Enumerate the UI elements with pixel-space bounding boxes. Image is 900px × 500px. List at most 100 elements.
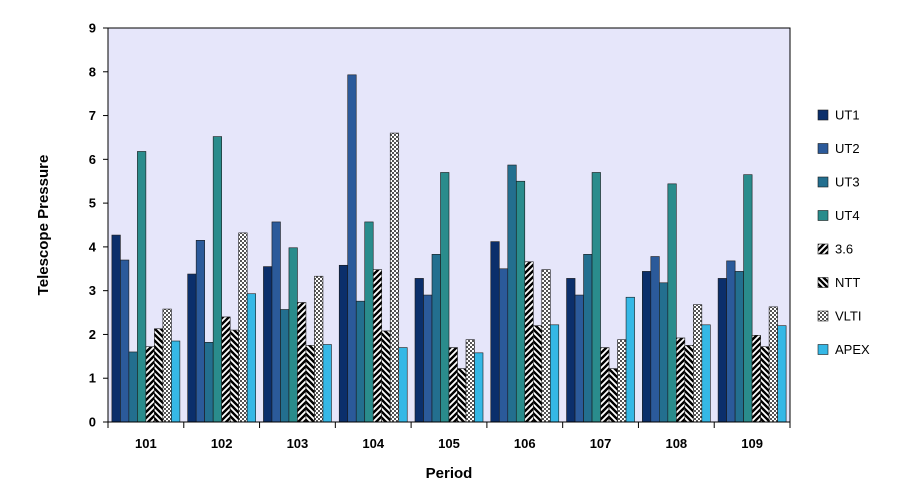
bar-VLTI-101	[162, 308, 172, 423]
legend-label: UT1	[835, 108, 860, 123]
bar-NTT-108	[684, 345, 694, 423]
y-tick-label: 6	[89, 152, 96, 167]
bar-UT4-103	[288, 247, 298, 423]
bar-APEX-107	[625, 296, 635, 423]
legend-swatch-UT4	[817, 210, 829, 221]
bar-NTT-106	[532, 325, 543, 423]
bar-UT4-106	[515, 180, 526, 423]
legend-label: NTT	[835, 275, 860, 290]
bar-NTT-105	[457, 368, 467, 423]
x-tick-label: 107	[590, 436, 612, 451]
bar-UT4-105	[440, 172, 450, 423]
bar-36-109	[751, 335, 761, 423]
y-tick-label: 0	[89, 415, 96, 430]
bar-36-106	[524, 261, 534, 423]
bar-VLTI-109	[768, 306, 778, 423]
bar-NTT-109	[760, 346, 770, 423]
bar-UT2-101	[120, 259, 130, 423]
bar-APEX-104	[398, 347, 408, 423]
bar-36-104	[372, 269, 383, 423]
y-axis-title: Telescope Pressure	[35, 155, 52, 296]
bar-NTT-107	[608, 368, 618, 423]
bar-VLTI-103	[314, 275, 324, 423]
bar-NTT-101	[154, 328, 164, 423]
bar-NTT-103	[305, 345, 315, 423]
bar-APEX-105	[474, 352, 484, 423]
legend-label: VLTI	[835, 309, 862, 324]
bar-UT4-101	[137, 151, 147, 423]
legend-swatch-NTT	[817, 277, 829, 288]
bar-UT2-103	[271, 221, 281, 423]
bar-UT2-108	[650, 256, 660, 423]
bar-UT2-107	[574, 294, 584, 423]
bar-UT2-106	[498, 268, 509, 423]
bar-UT4-109	[743, 174, 753, 423]
x-tick-label: 103	[287, 436, 309, 451]
legend-swatch-UT3	[817, 176, 829, 188]
bar-UT2-109	[726, 260, 736, 423]
bar-UT2-104	[347, 74, 357, 423]
bar-36-107	[600, 347, 610, 423]
y-tick-label: 8	[89, 64, 96, 79]
bar-APEX-101	[171, 340, 181, 423]
bar-APEX-109	[777, 325, 787, 423]
bar-UT1-104	[338, 264, 349, 423]
bar-UT1-107	[566, 278, 576, 423]
legend-swatch-APEX	[817, 344, 829, 355]
bar-UT3-108	[659, 282, 669, 423]
bar-VLTI-108	[693, 304, 703, 423]
bar-UT3-107	[583, 254, 593, 423]
bar-UT3-103	[280, 309, 290, 423]
bar-NTT-102	[229, 329, 239, 423]
bar-UT1-102	[187, 273, 197, 423]
y-tick-label: 9	[89, 21, 96, 36]
y-tick-label: 5	[89, 196, 96, 211]
bar-UT1-106	[490, 241, 500, 423]
legend-label: UT2	[835, 141, 860, 156]
bar-UT1-105	[414, 278, 424, 423]
bar-UT2-102	[195, 240, 205, 423]
legend-label: UT3	[835, 175, 860, 190]
bar-UT1-109	[717, 278, 727, 423]
legend: UT1 UT2 UT3 UT4 3.6 NTT VLTI APEX	[817, 108, 870, 357]
bar-UT2-105	[423, 294, 433, 423]
bar-36-108	[676, 337, 686, 423]
axes-layer: 101 102 103 104 105 106 107 108 109 0 1 2 3 4 5 6 7 8 9	[89, 21, 791, 451]
x-axis-title: Period	[426, 465, 473, 482]
x-tick-label: 108	[665, 436, 687, 451]
y-tick-label: 3	[89, 283, 96, 298]
bar-VLTI-106	[541, 269, 551, 423]
bar-VLTI-104	[389, 132, 400, 423]
legend-label: 3.6	[835, 242, 853, 257]
x-tick-label: 109	[741, 436, 763, 451]
bar-UT3-102	[204, 342, 214, 423]
x-tick-label: 104	[362, 436, 384, 451]
bar-36-103	[297, 302, 307, 423]
bar-36-105	[448, 347, 458, 423]
legend-swatch-VLTI	[817, 310, 829, 322]
bar-36-102	[221, 316, 231, 423]
x-tick-label: 102	[211, 436, 233, 451]
bar-UT3-104	[355, 300, 366, 423]
legend-swatch-UT2	[817, 143, 829, 154]
legend-label: UT4	[835, 208, 860, 223]
bar-36-101	[145, 346, 155, 423]
legend-swatch-UT1	[817, 109, 829, 121]
bar-UT4-108	[667, 183, 677, 423]
bar-UT3-106	[507, 164, 517, 423]
bar-APEX-108	[701, 324, 711, 423]
bar-APEX-102	[246, 293, 256, 423]
bar-VLTI-107	[617, 339, 627, 423]
plot-border	[107, 27, 791, 423]
y-tick-label: 1	[89, 371, 96, 386]
bar-UT3-105	[431, 254, 441, 423]
bar-UT4-102	[212, 136, 222, 423]
x-tick-label: 101	[135, 436, 157, 451]
legend-swatch-36	[817, 243, 829, 255]
bar-UT1-101	[111, 234, 121, 423]
bar-VLTI-102	[238, 232, 248, 423]
x-tick-label: 106	[514, 436, 536, 451]
bar-UT4-107	[591, 172, 601, 423]
bar-UT1-108	[642, 271, 652, 423]
y-tick-label: 7	[89, 108, 96, 123]
